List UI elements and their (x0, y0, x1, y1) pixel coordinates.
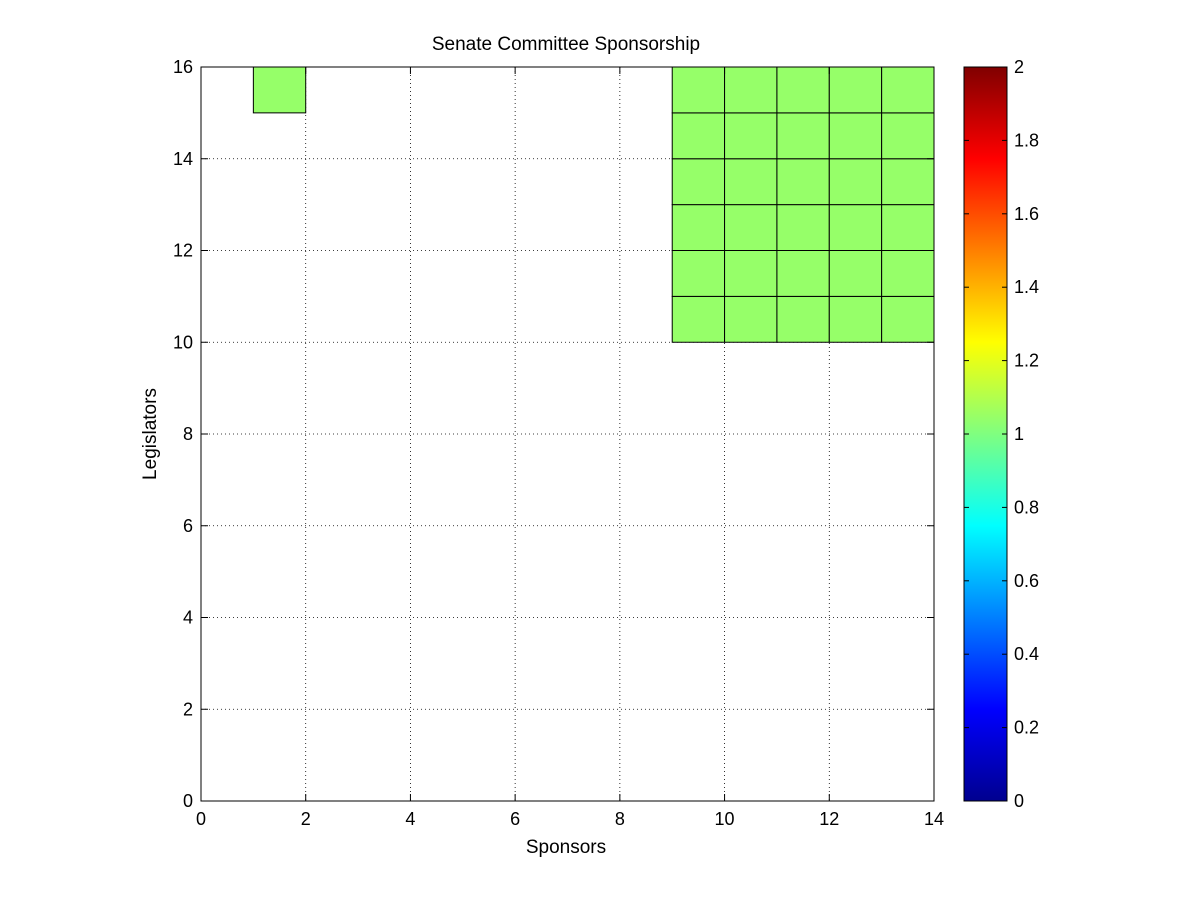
heatmap-cell (776, 204, 830, 251)
y-tick-label: 6 (183, 516, 193, 536)
heatmap-cell (724, 158, 778, 206)
heatmap-cell (881, 66, 935, 114)
y-axis-label: Legislators (140, 388, 161, 480)
colorbar-tick-label: 0.8 (1014, 497, 1039, 517)
x-tick-label: 12 (819, 809, 839, 829)
colorbar-tick-label: 0.6 (1014, 571, 1039, 591)
heatmap-cell (828, 112, 883, 160)
colorbar-tick-label: 0.2 (1014, 718, 1039, 738)
x-tick-label: 6 (510, 809, 520, 829)
heatmap-cell (828, 66, 883, 114)
heatmap-cell (671, 66, 726, 114)
x-tick-label: 10 (715, 809, 735, 829)
heatmap-cell (724, 204, 778, 251)
colorbar-tick-label: 1.4 (1014, 277, 1039, 297)
colorbar-tick-label: 1 (1014, 424, 1024, 444)
colorbar-tick-label: 1.6 (1014, 204, 1039, 224)
y-tick-label: 8 (183, 424, 193, 444)
heatmap-cell (671, 112, 726, 160)
colorbar-tick-label: 1.8 (1014, 130, 1039, 150)
colorbar (963, 66, 1008, 802)
heatmap-cell (881, 112, 935, 160)
x-tick-label: 0 (196, 809, 206, 829)
heatmap-cell (828, 250, 883, 297)
colorbar-tick-label: 1.2 (1014, 351, 1039, 371)
heatmap-cell (252, 66, 307, 114)
heatmap-cell (671, 250, 726, 297)
y-tick-label: 10 (173, 332, 193, 352)
y-tick-label: 0 (183, 791, 193, 811)
heatmap-cell (776, 250, 830, 297)
y-tick-label: 2 (183, 699, 193, 719)
x-axis-ticks: 0 2 4 6 8 10 12 14 (196, 67, 944, 829)
colorbar-ticks: 0 0.2 0.4 0.6 0.8 1 1.2 1.4 1.6 1.8 2 (964, 57, 1039, 811)
heatmap-cell (724, 66, 778, 114)
heatmap-cell (776, 66, 830, 114)
heatmap-cell (881, 250, 935, 297)
x-tick-label: 14 (924, 809, 944, 829)
heatmap-cell (671, 158, 726, 206)
heatmap-cell (776, 295, 830, 343)
x-tick-label: 8 (615, 809, 625, 829)
heatmap-cell (671, 295, 726, 343)
heatmap-cell (776, 112, 830, 160)
heatmap-cell (881, 158, 935, 206)
y-tick-label: 12 (173, 241, 193, 261)
x-tick-label: 4 (405, 809, 415, 829)
colorbar-tick-label: 2 (1014, 57, 1024, 77)
heatmap-cell (828, 295, 883, 343)
heatmap-cell (724, 250, 778, 297)
y-axis-ticks: 0 2 4 6 8 10 12 14 16 (173, 57, 934, 811)
x-tick-label: 2 (301, 809, 311, 829)
y-tick-label: 4 (183, 608, 193, 628)
y-tick-label: 14 (173, 149, 193, 169)
heatmap-cell (881, 295, 935, 343)
x-axis-label: Sponsors (526, 837, 606, 858)
colorbar-tick-label: 0.4 (1014, 644, 1039, 664)
colorbar-tick-label: 0 (1014, 791, 1024, 811)
chart-title: Senate Committee Sponsorship (432, 34, 700, 55)
heatmap-cell (671, 204, 726, 251)
heatmap-cells (252, 66, 935, 343)
y-tick-label: 16 (173, 57, 193, 77)
heatmap-cell (724, 295, 778, 343)
heatmap-cell (828, 204, 883, 251)
heatmap-cell (828, 158, 883, 206)
heatmap-cell (776, 158, 830, 206)
heatmap-cell (881, 204, 935, 251)
heatmap-cell (724, 112, 778, 160)
